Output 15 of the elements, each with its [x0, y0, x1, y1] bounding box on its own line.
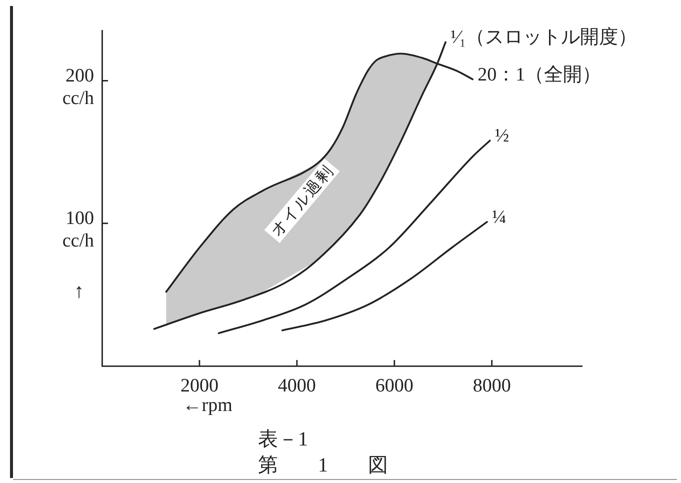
x-axis-title: ←rpm: [182, 394, 233, 416]
x-tick-label: 6000: [375, 375, 414, 396]
x-tick-label: 4000: [278, 375, 316, 396]
series-label: ½: [494, 126, 510, 147]
y-tick-label: 100 cc/h: [62, 208, 94, 252]
text: 第 1 図: [258, 454, 388, 476]
series-label: ¹⁄₁（スロットル開度）: [450, 26, 638, 48]
series-label: 20：1（全開）: [478, 64, 602, 86]
text: 表－1: [258, 428, 308, 450]
x-tick-label: 2000: [180, 375, 218, 396]
y-axis-title: ↑: [74, 280, 84, 302]
series-label: ¼: [492, 206, 506, 228]
x-tick-label: 8000: [472, 375, 511, 396]
annotation: オイル過剰: [267, 162, 338, 240]
y-tick-label: 200 cc/h: [62, 65, 94, 110]
